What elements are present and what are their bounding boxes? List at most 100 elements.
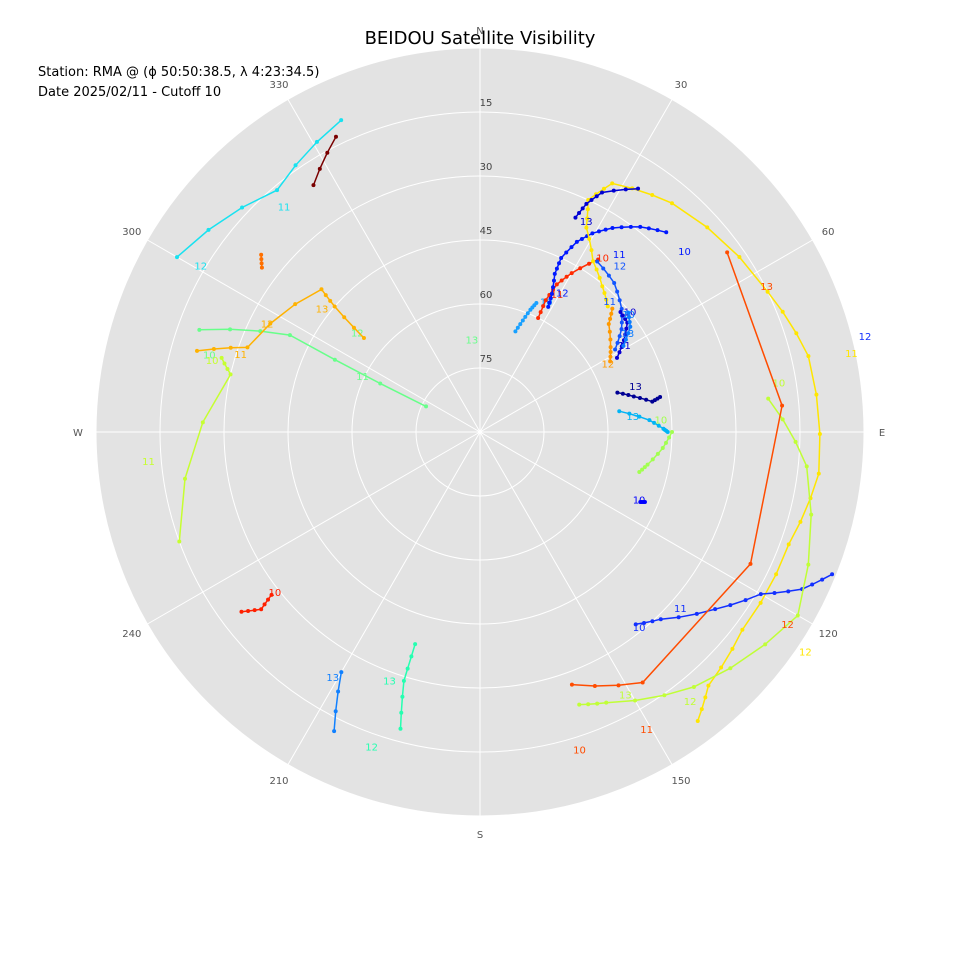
track-point [624,326,629,331]
track-point [339,118,344,123]
track-point [268,321,273,326]
track-point [332,304,337,309]
hour-label: 13 [629,382,642,393]
azimuth-spoke [479,99,673,433]
track-point [585,207,590,212]
track-point [554,282,559,287]
track-point [655,228,660,233]
track-point [665,430,670,434]
satellite-track: 10 11 [142,355,233,544]
track-point [650,457,655,462]
hour-label: 10 [655,415,668,426]
track-line [579,398,812,706]
track-point [293,302,298,307]
track-point [596,229,601,234]
hour-label: 12 [194,262,207,273]
track-point [211,346,216,351]
elevation-tick-label: 45 [480,226,493,237]
hour-label: 12 [799,648,812,659]
track-point [183,476,188,481]
track-point [591,259,596,264]
azimuth-spoke [147,431,481,625]
satellite-track: 13 [573,186,641,228]
track-point [259,265,264,270]
track-point [589,248,594,253]
track-point [333,134,338,139]
grid [95,47,865,817]
track-point [766,396,771,401]
track-point [626,331,631,336]
track-point [603,227,608,232]
track-point [626,393,631,398]
track-point [594,267,599,272]
track-point [520,318,525,323]
track-point [669,201,674,206]
track-line [616,311,629,359]
track-point [774,572,779,577]
elevation-tick-label: 75 [480,354,493,365]
track-point [585,216,590,221]
track-point [617,409,622,414]
azimuth-tick-label: E [879,428,885,439]
track-point [656,423,661,428]
track-point [293,163,298,168]
track-point [228,372,233,377]
azimuth-tick-label: 150 [671,776,690,787]
hour-label: 13 [466,335,479,346]
track-point [597,275,602,280]
satellite-track: 10 [637,415,674,475]
track-point [577,702,582,707]
elevation-tick-label: 15 [480,98,493,109]
track-point [627,411,632,416]
track-line [260,254,263,268]
track-point [830,572,835,577]
track-point [645,462,650,467]
hour-label: 11 [613,250,626,261]
hour-label: 12 [684,697,697,708]
track-point [559,255,564,260]
track-point [652,420,657,425]
track-point [621,343,626,348]
track-point [579,236,584,241]
azimuth-tick-label: 240 [122,629,141,640]
satellite-track: 10 [513,297,553,334]
track-point [577,210,582,215]
track-point [633,698,638,703]
track-point [259,261,264,266]
track-point [614,355,619,360]
track-point [695,718,700,723]
track-point [618,310,623,315]
track-point [601,266,606,271]
track-point [794,331,799,336]
track-point [197,327,202,332]
track-point [633,622,638,627]
hour-label: 13 [383,677,396,688]
track-point [705,225,710,230]
track-point [613,347,618,352]
date-info: Date 2025/02/11 - Cutoff 10 [38,85,222,100]
hour-label: 10 [573,746,586,757]
azimuth-spoke [287,431,481,765]
track-point [311,183,316,188]
track-point [638,500,643,505]
track-point [647,418,652,423]
track-point [638,224,643,229]
satellite-track [259,252,264,270]
track-point [817,431,822,436]
track-line [574,187,639,219]
track-point [548,296,553,301]
track-point [228,345,233,350]
track-point [809,512,814,517]
track-point [607,329,612,334]
azimuth-tick-label: 60 [822,227,835,238]
track-point [758,592,763,597]
track-point [287,333,292,338]
satellite-track: 10 [633,496,647,507]
track-point [580,206,585,211]
track-point [658,394,663,399]
hour-label: 13 [580,217,593,228]
track-point [523,314,528,319]
